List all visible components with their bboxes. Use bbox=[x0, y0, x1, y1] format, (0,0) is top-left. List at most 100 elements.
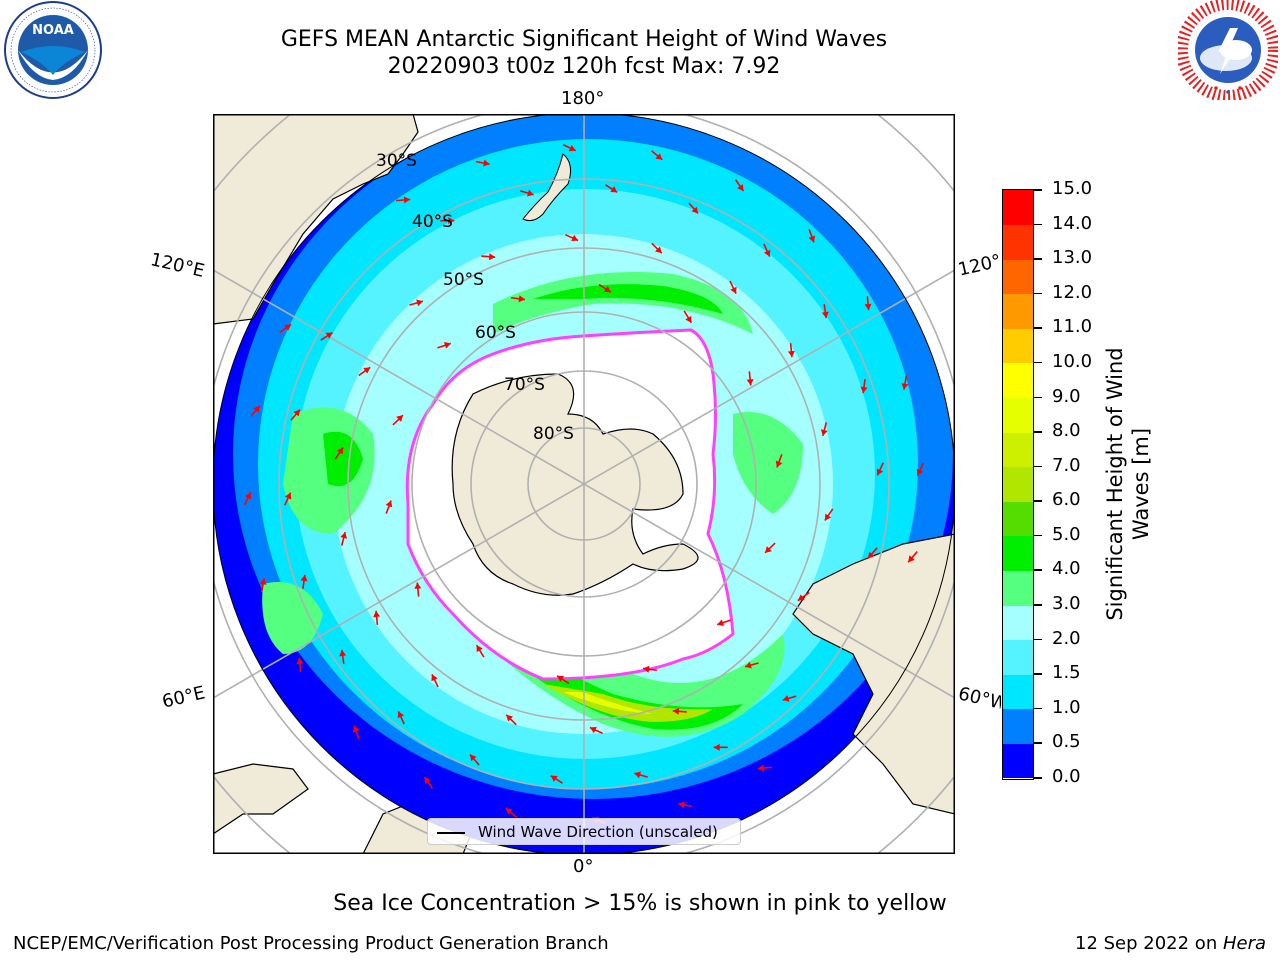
wave-direction-arrowhead bbox=[284, 324, 292, 331]
legend-line-swatch bbox=[437, 832, 465, 834]
wave-direction-arrowhead bbox=[864, 303, 872, 311]
colorbar-tick-mark bbox=[1034, 777, 1042, 779]
colorbar-segment bbox=[1003, 397, 1033, 433]
wave-direction-arrowhead bbox=[589, 726, 597, 734]
wave-direction-arrowhead bbox=[385, 500, 393, 508]
colorbar-tick-mark bbox=[1034, 189, 1042, 191]
wave-direction-arrowhead bbox=[284, 492, 292, 500]
wave-direction-arrowhead bbox=[397, 711, 405, 719]
wave-direction-arrowhead bbox=[571, 234, 579, 242]
wave-direction-arrowhead bbox=[526, 189, 534, 197]
wave-direction-arrowhead bbox=[610, 186, 618, 193]
colorbar-segment bbox=[1003, 362, 1033, 399]
colorbar-tick-label: 3.0 bbox=[1052, 593, 1081, 615]
colorbar-segment bbox=[1003, 605, 1033, 641]
meridian-label-120e: 120°E bbox=[148, 249, 207, 282]
wave-direction-arrowhead bbox=[820, 429, 828, 436]
colorbar-segment bbox=[1003, 570, 1033, 606]
colorbar-tick-label: 9.0 bbox=[1052, 385, 1081, 407]
colorbar-tick-mark bbox=[1034, 638, 1042, 641]
wave-direction-arrowhead bbox=[908, 555, 915, 563]
wave-direction-arrowhead bbox=[746, 379, 754, 386]
wave-direction-arrowhead bbox=[737, 184, 744, 192]
colorbar-segment bbox=[1003, 432, 1033, 468]
wave-direction-arrowhead bbox=[717, 619, 725, 627]
colorbar-tick-label: 0.5 bbox=[1052, 731, 1081, 753]
wave-direction-arrowhead bbox=[678, 801, 685, 809]
colorbar-tick-mark bbox=[1034, 673, 1042, 675]
colorbar-tick-mark bbox=[1034, 396, 1042, 399]
wave-direction-arrowhead bbox=[416, 299, 423, 307]
wave-direction-arrowhead bbox=[363, 367, 371, 374]
colorbar-tick-mark bbox=[1034, 327, 1042, 329]
wave-direction-arrowhead bbox=[293, 409, 301, 417]
colorbar-tick-label: 11.0 bbox=[1052, 316, 1093, 338]
latitude-label-80s: 80°S bbox=[533, 424, 574, 444]
meridian-label-60e: 60°E bbox=[160, 682, 208, 713]
wave-direction-arrowhead bbox=[568, 144, 576, 152]
wave-direction-arrowhead bbox=[745, 661, 752, 669]
wave-direction-arrowhead bbox=[634, 771, 642, 779]
wave-direction-arrowhead bbox=[901, 383, 909, 390]
wave-direction-arrowhead bbox=[867, 551, 875, 559]
wave-direction-arrowhead bbox=[672, 707, 680, 715]
australia-land bbox=[213, 114, 419, 325]
colorbar-tick-mark bbox=[1034, 223, 1042, 226]
colorbar-segment bbox=[1003, 466, 1033, 502]
wave-direction-arrowhead bbox=[655, 246, 662, 254]
colorbar-tick-label: 10.0 bbox=[1052, 350, 1093, 372]
wave-direction-arrowhead bbox=[775, 460, 783, 468]
colorbar-tick-label: 2.0 bbox=[1052, 627, 1081, 649]
colorbar-segment bbox=[1003, 743, 1033, 779]
colorbar-tick-mark bbox=[1034, 534, 1042, 537]
wave-direction-arrowhead bbox=[339, 649, 347, 657]
wave-direction-arrowhead bbox=[916, 468, 924, 476]
wave-direction-arrowhead bbox=[557, 675, 565, 683]
wave-direction-arrowhead bbox=[431, 674, 438, 682]
latitude-label-70s: 70°S bbox=[504, 375, 545, 395]
colorbar-segment bbox=[1003, 328, 1033, 364]
wave-direction-arrowhead bbox=[414, 582, 422, 589]
wave-direction-arrowhead bbox=[403, 196, 411, 204]
latitude-label-50s: 50°S bbox=[443, 270, 484, 290]
wave-direction-arrowhead bbox=[300, 574, 308, 582]
colorbar bbox=[1002, 189, 1034, 780]
chart-title: GEFS MEAN Antarctic Significant Height o… bbox=[280, 27, 888, 52]
colorbar-segment bbox=[1003, 639, 1033, 675]
colorbar-tick-label: 8.0 bbox=[1052, 420, 1081, 442]
new-zealand-land bbox=[522, 153, 572, 222]
meridian-label-180: 180° bbox=[561, 88, 605, 109]
colorbar-tick-label: 1.0 bbox=[1052, 696, 1081, 718]
colorbar-tick-mark bbox=[1034, 258, 1042, 260]
colorbar-tick-mark bbox=[1034, 742, 1042, 744]
wave-direction-arrowhead bbox=[476, 645, 483, 653]
wave-direction-arrowhead bbox=[808, 235, 816, 243]
wave-direction-arrowhead bbox=[352, 725, 360, 733]
colorbar-segment bbox=[1003, 293, 1033, 329]
wave-direction-arrowhead bbox=[730, 286, 737, 294]
colorbar-label: Significant Height of Wind Waves [m] bbox=[1102, 334, 1154, 634]
wave-direction-arrowhead bbox=[396, 415, 403, 422]
colorbar-tick-label: 15.0 bbox=[1052, 178, 1093, 199]
graticule bbox=[213, 114, 955, 854]
wave-direction-arrowhead bbox=[765, 546, 772, 553]
colorbar-label-line2: Waves [m] bbox=[1129, 427, 1153, 541]
meridian-label-120w: 120°W bbox=[956, 250, 1004, 281]
wave-direction-arrowhead bbox=[448, 217, 455, 225]
colorbar-tick-label: 0.0 bbox=[1052, 766, 1081, 787]
wave-direction-arrowhead bbox=[259, 578, 267, 585]
colorbar-tick-mark bbox=[1034, 465, 1042, 468]
meridian-label-60w: 60°W bbox=[956, 683, 1004, 714]
map-canvas bbox=[213, 114, 955, 854]
wave-direction-arrowhead bbox=[691, 206, 699, 214]
colorbar-tick-mark bbox=[1034, 707, 1042, 710]
colorbar-tick-label: 14.0 bbox=[1052, 212, 1093, 234]
colorbar-tick-label: 1.5 bbox=[1052, 662, 1081, 684]
colorbar-label-line1: Significant Height of Wind bbox=[1103, 347, 1127, 621]
meridian-label-0: 0° bbox=[573, 856, 594, 877]
noaa-logo: NOAA bbox=[4, 1, 102, 99]
footer-date-text: 12 Sep 2022 on bbox=[1075, 933, 1223, 954]
wave-direction-arrowhead bbox=[325, 332, 333, 339]
sea-ice-note: Sea Ice Concentration > 15% is shown in … bbox=[333, 891, 947, 916]
wave-direction-arrowhead bbox=[763, 249, 771, 257]
